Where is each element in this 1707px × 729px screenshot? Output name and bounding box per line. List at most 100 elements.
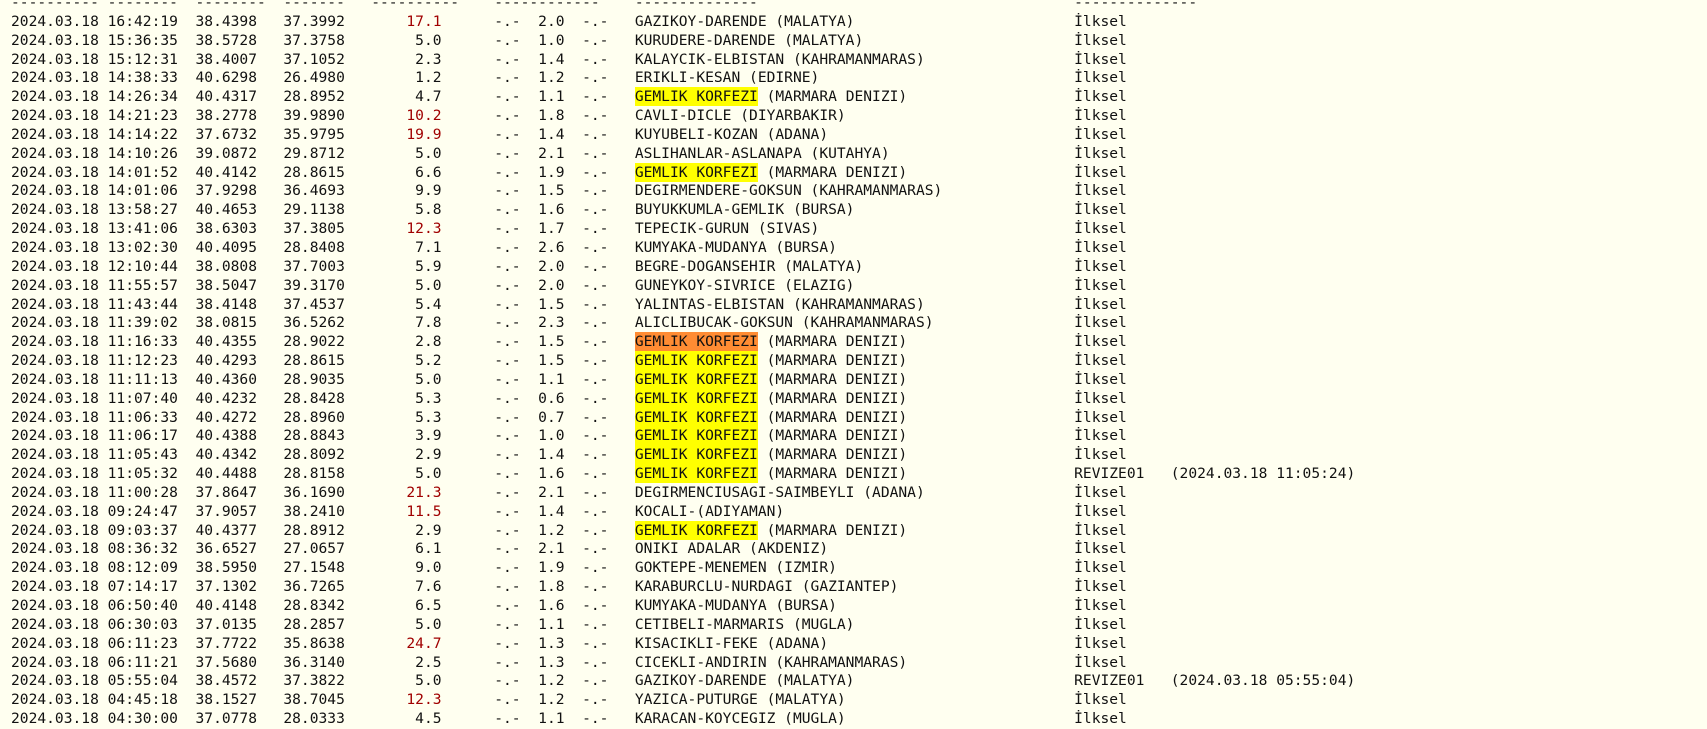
date: 2024.03.18 bbox=[11, 559, 99, 577]
status: İlksel bbox=[1074, 427, 1127, 445]
mw: -.- bbox=[582, 427, 609, 445]
longitude: 27.0657 bbox=[283, 540, 345, 558]
longitude: 36.3140 bbox=[283, 653, 345, 671]
location: KUMYAKA-MUDANYA (BURSA) bbox=[634, 238, 837, 256]
status: İlksel bbox=[1074, 408, 1127, 426]
longitude: 29.8712 bbox=[283, 144, 345, 162]
depth: 12.3 bbox=[406, 220, 442, 238]
ml: 1.5 bbox=[538, 295, 565, 313]
md: -.- bbox=[494, 710, 521, 728]
longitude: 37.4537 bbox=[283, 295, 345, 313]
latitude: 38.4007 bbox=[195, 50, 258, 68]
longitude: 36.5262 bbox=[283, 314, 345, 332]
location-highlight: GEMLIK KORFEZI bbox=[634, 520, 758, 540]
md: -.- bbox=[494, 314, 521, 332]
md: -.- bbox=[494, 220, 521, 238]
status: İlksel bbox=[1074, 31, 1127, 49]
location: GEMLIK KORFEZI (MARMARA DENIZI) bbox=[634, 332, 907, 352]
time: 11:07:40 bbox=[107, 389, 178, 407]
date: 2024.03.18 bbox=[11, 50, 99, 68]
date: 2024.03.18 bbox=[11, 540, 99, 558]
location: GAZIKOY-DARENDE (MALATYA) bbox=[634, 12, 855, 30]
location-region: (MARMARA DENIZI) bbox=[757, 465, 908, 483]
longitude: 36.7265 bbox=[283, 578, 345, 596]
column-rule: -------------- bbox=[1074, 0, 1198, 11]
depth: 19.9 bbox=[406, 125, 442, 143]
location: YAZICA-PUTURGE (MALATYA) bbox=[634, 691, 846, 709]
longitude: 28.8952 bbox=[283, 88, 345, 106]
location-highlight: GEMLIK KORFEZI bbox=[634, 464, 758, 484]
md: -.- bbox=[494, 389, 521, 407]
location: BEGRE-DOGANSEHIR (MALATYA) bbox=[634, 257, 864, 275]
status: İlksel bbox=[1074, 69, 1127, 87]
latitude: 37.6732 bbox=[195, 125, 258, 143]
location: CICEKLI-ANDIRIN (KAHRAMANMARAS) bbox=[634, 653, 908, 671]
depth: 2.8 bbox=[415, 333, 442, 351]
md: -.- bbox=[494, 446, 521, 464]
date: 2024.03.18 bbox=[11, 88, 99, 106]
status: İlksel bbox=[1074, 653, 1127, 671]
location-highlight: GEMLIK KORFEZI bbox=[634, 426, 758, 446]
ml: 2.1 bbox=[538, 483, 565, 501]
time: 04:30:00 bbox=[107, 710, 178, 728]
latitude: 38.4398 bbox=[195, 12, 258, 30]
date: 2024.03.18 bbox=[11, 12, 99, 30]
mw: -.- bbox=[582, 238, 609, 256]
status: İlksel bbox=[1074, 182, 1127, 200]
status: İlksel bbox=[1074, 333, 1127, 351]
mw: -.- bbox=[582, 333, 609, 351]
mw: -.- bbox=[582, 163, 609, 181]
date: 2024.03.18 bbox=[11, 521, 99, 539]
mw: -.- bbox=[582, 502, 609, 520]
depth: 2.9 bbox=[415, 446, 442, 464]
location: GUNEYKOY-SIVRICE (ELAZIG) bbox=[634, 276, 855, 294]
date: 2024.03.18 bbox=[11, 31, 99, 49]
status: İlksel bbox=[1074, 502, 1127, 520]
depth: 9.9 bbox=[415, 182, 442, 200]
md: -.- bbox=[494, 502, 521, 520]
latitude: 40.4272 bbox=[195, 408, 258, 426]
status: İlksel bbox=[1074, 257, 1127, 275]
status: İlksel bbox=[1074, 483, 1127, 501]
location: ONIKI ADALAR (AKDENIZ) bbox=[634, 540, 829, 558]
time: 11:12:23 bbox=[107, 352, 178, 370]
depth: 6.6 bbox=[415, 163, 442, 181]
ml: 1.4 bbox=[538, 502, 565, 520]
status: İlksel bbox=[1074, 107, 1127, 125]
time: 11:55:57 bbox=[107, 276, 178, 294]
ml: 2.6 bbox=[538, 238, 565, 256]
depth: 5.0 bbox=[415, 144, 442, 162]
latitude: 40.4095 bbox=[195, 238, 258, 256]
column-rule: -------- bbox=[195, 0, 266, 11]
location: ALICLIBUCAK-GOKSUN (KAHRAMANMARAS) bbox=[634, 314, 934, 332]
status: İlksel bbox=[1074, 201, 1127, 219]
longitude: 28.8092 bbox=[283, 446, 345, 464]
md: -.- bbox=[494, 144, 521, 162]
md: -.- bbox=[494, 257, 521, 275]
mw: -.- bbox=[582, 691, 609, 709]
location: KOCALI-(ADIYAMAN) bbox=[634, 502, 785, 520]
depth: 1.2 bbox=[415, 69, 442, 87]
status: İlksel bbox=[1074, 389, 1127, 407]
latitude: 37.0135 bbox=[195, 615, 258, 633]
latitude: 38.0808 bbox=[195, 257, 258, 275]
time: 11:39:02 bbox=[107, 314, 178, 332]
mw: -.- bbox=[582, 220, 609, 238]
ml: 2.0 bbox=[538, 276, 565, 294]
date: 2024.03.18 bbox=[11, 389, 99, 407]
time: 12:10:44 bbox=[107, 257, 178, 275]
time: 14:01:52 bbox=[107, 163, 178, 181]
location: GEMLIK KORFEZI (MARMARA DENIZI) bbox=[634, 464, 908, 484]
mw: -.- bbox=[582, 710, 609, 728]
location: GAZIKOY-DARENDE (MALATYA) bbox=[634, 672, 855, 690]
location: KARABURCLU-NURDAGI (GAZIANTEP) bbox=[634, 578, 899, 596]
mw: -.- bbox=[582, 276, 609, 294]
status: İlksel bbox=[1074, 615, 1127, 633]
location: GEMLIK KORFEZI (MARMARA DENIZI) bbox=[634, 388, 907, 409]
mw: -.- bbox=[582, 672, 609, 690]
location-region: (MARMARA DENIZI) bbox=[757, 163, 908, 181]
mw: -.- bbox=[582, 352, 609, 370]
mw: -.- bbox=[582, 201, 609, 219]
latitude: 40.4355 bbox=[195, 333, 258, 351]
status: İlksel bbox=[1074, 578, 1127, 596]
